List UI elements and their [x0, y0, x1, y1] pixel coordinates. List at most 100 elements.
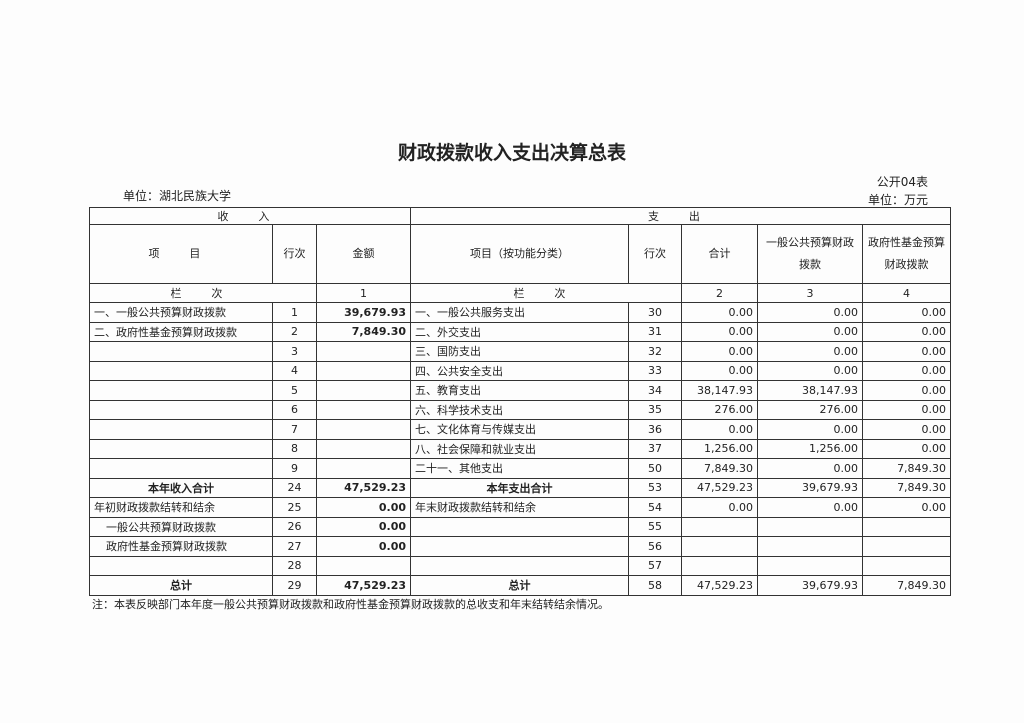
table-row: 收 入支 出	[89, 207, 952, 225]
table-cell: 总计	[89, 575, 273, 596]
table-cell: 27	[272, 536, 317, 557]
table-cell: 本年支出合计	[410, 477, 629, 498]
table-cell	[681, 536, 758, 557]
group-header: 支 出	[409, 207, 952, 225]
table-cell: 56	[628, 536, 682, 557]
column-header: 项目（按功能分类）	[410, 224, 629, 284]
table-cell: 0.00	[757, 302, 863, 323]
column-header: 行次	[272, 224, 317, 284]
table-row: 5 五、教育支出 34 38,147.93 38,147.93 0.00	[89, 380, 952, 401]
table-row: 本年收入合计 24 47,529.23 本年支出合计 53 47,529.23 39,679…	[89, 477, 952, 498]
table-cell: 7,849.30	[861, 575, 952, 596]
table-cell: 39,679.93	[757, 477, 863, 498]
table-cell	[316, 341, 411, 362]
table-cell	[316, 399, 411, 420]
table-cell	[316, 555, 411, 576]
table-cell: 47,529.23	[681, 477, 758, 498]
table-cell: 六、科学技术支出	[410, 399, 629, 420]
table-cell: 9	[272, 458, 317, 479]
table-cell: 四、公共安全支出	[410, 360, 629, 381]
table-cell: 47,529.23	[681, 575, 758, 596]
table-cell	[316, 380, 411, 401]
table-cell: 7,849.30	[316, 321, 411, 342]
table-cell: 276.00	[681, 399, 758, 420]
table-cell	[316, 438, 411, 459]
form-number: 公开04表	[876, 175, 928, 189]
table-cell: 38,147.93	[757, 380, 863, 401]
table-cell: 0.00	[861, 399, 952, 420]
column-header: 项 目	[89, 224, 273, 284]
table-cell: 0.00	[861, 380, 952, 401]
table-cell: 47,529.23	[316, 477, 411, 498]
table-cell: 0.00	[316, 536, 411, 557]
table-row: 9 二十一、其他支出 50 7,849.30 0.00 7,849.30	[89, 458, 952, 479]
table-cell: 7,849.30	[861, 477, 952, 498]
table-cell: 0.00	[861, 302, 952, 323]
table-cell: 0.00	[681, 321, 758, 342]
table-cell	[89, 555, 273, 576]
table-cell: 八、社会保障和就业支出	[410, 438, 629, 459]
table-cell: 1,256.00	[681, 438, 758, 459]
table-cell	[410, 536, 629, 557]
table-row: 二、政府性基金预算财政拨款 2 7,849.30 二、外交支出 31 0.00 0.00 0.…	[89, 321, 952, 342]
table-cell: 0.00	[316, 497, 411, 518]
table-row: 年初财政拨款结转和结余 25 0.00 年末财政拨款结转和结余 54 0.00 0.00 0.…	[89, 497, 952, 518]
table-cell	[89, 458, 273, 479]
table-cell	[89, 360, 273, 381]
table-cell	[861, 555, 952, 576]
index-cell: 1	[316, 283, 411, 303]
table-cell: 1,256.00	[757, 438, 863, 459]
table-row: 7 七、文化体育与传媒支出 36 0.00 0.00 0.00	[89, 419, 952, 440]
table-cell: 7,849.30	[861, 458, 952, 479]
table-cell	[757, 516, 863, 537]
table-cell: 1	[272, 302, 317, 323]
table-cell: 五、教育支出	[410, 380, 629, 401]
table-cell: 0.00	[861, 360, 952, 381]
index-cell: 3	[757, 283, 863, 303]
table-cell: 二、政府性基金预算财政拨款	[89, 321, 273, 342]
table-cell	[410, 516, 629, 537]
table-cell: 34	[628, 380, 682, 401]
table-cell: 年初财政拨款结转和结余	[89, 497, 273, 518]
group-header: 收 入	[89, 207, 411, 225]
table-cell: 31	[628, 321, 682, 342]
table-cell: 0.00	[861, 438, 952, 459]
table-cell: 54	[628, 497, 682, 518]
table-cell	[89, 419, 273, 440]
table-cell: 58	[628, 575, 682, 596]
table-cell	[316, 419, 411, 440]
table-cell: 七、文化体育与传媒支出	[410, 419, 629, 440]
table-cell: 55	[628, 516, 682, 537]
table-cell: 8	[272, 438, 317, 459]
table-cell: 0.00	[757, 360, 863, 381]
table-cell	[316, 458, 411, 479]
table-cell: 0.00	[757, 497, 863, 518]
table-row: 政府性基金预算财政拨款 27 0.00 56	[89, 536, 952, 557]
table-cell: 25	[272, 497, 317, 518]
column-header: 金额	[316, 224, 411, 284]
table-cell: 0.00	[681, 419, 758, 440]
table-cell: 0.00	[861, 419, 952, 440]
table-cell: 0.00	[681, 497, 758, 518]
column-header: 政府性基金预算财政拨款	[861, 224, 952, 284]
table-cell: 35	[628, 399, 682, 420]
table: 收 入支 出项 目行次 金额 项目（按功能分类） 行次 合计 一般公共预算财政拨款 政府性基…	[89, 207, 952, 596]
unit-organization: 单位：湖北民族大学	[123, 189, 232, 203]
table-cell: 三、国防支出	[410, 341, 629, 362]
table-cell: 38,147.93	[681, 380, 758, 401]
column-header: 行次	[628, 224, 682, 284]
table-cell: 0.00	[757, 419, 863, 440]
table-cell: 50	[628, 458, 682, 479]
table-cell: 0.00	[861, 341, 952, 362]
table-cell	[89, 399, 273, 420]
note: 注：本表反映部门本年度一般公共预算财政拨款和政府性基金预算财政拨款的总收支和年末…	[92, 598, 609, 611]
table-cell: 47,529.23	[316, 575, 411, 596]
table-cell: 0.00	[861, 497, 952, 518]
table-cell	[757, 555, 863, 576]
table-cell	[757, 536, 863, 557]
table-cell: 政府性基金预算财政拨款	[89, 536, 273, 557]
table-cell: 2	[272, 321, 317, 342]
table-cell	[681, 555, 758, 576]
